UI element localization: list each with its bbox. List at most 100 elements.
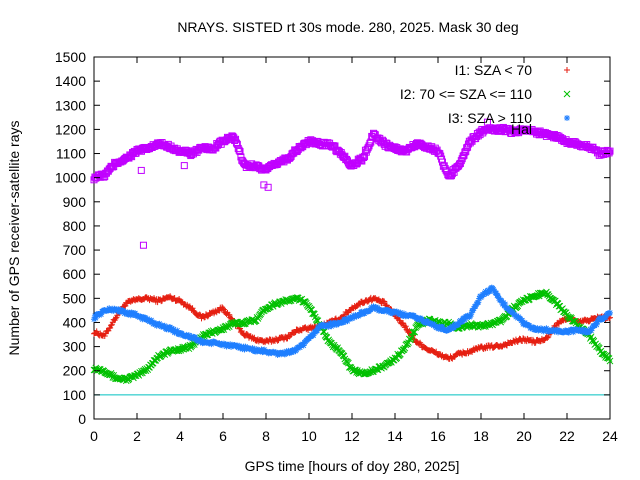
data-point <box>439 323 446 330</box>
data-point <box>579 328 586 335</box>
data-point <box>455 321 462 328</box>
y-tick-label: 300 <box>63 339 87 355</box>
series-4 <box>90 118 614 249</box>
x-tick-label: 6 <box>219 428 227 444</box>
data-point <box>436 150 444 158</box>
y-tick-label: 1100 <box>56 146 86 162</box>
y-tick-label: 600 <box>63 266 87 282</box>
data-point <box>98 311 105 318</box>
data-point <box>314 327 321 334</box>
data-point <box>588 327 595 334</box>
data-point <box>469 307 476 314</box>
y-tick-label: 900 <box>63 194 87 210</box>
data-point <box>402 323 409 330</box>
y-axis-title: Number of GPS receiver-satellite rays <box>6 121 22 356</box>
legend-marker <box>564 67 570 73</box>
y-tick-label: 1500 <box>55 49 86 65</box>
data-point <box>310 332 317 339</box>
data-point <box>607 309 613 316</box>
data-point <box>472 303 479 310</box>
data-point <box>228 343 235 350</box>
y-tick-label: 0 <box>78 411 86 427</box>
y-tick-label: 1300 <box>55 97 86 113</box>
y-tick-label: 200 <box>63 363 87 379</box>
data-point <box>519 317 526 324</box>
data-point <box>228 315 235 322</box>
data-point <box>365 142 373 150</box>
data-point <box>475 299 482 306</box>
y-tick-label: 500 <box>63 290 87 306</box>
data-point <box>225 323 233 330</box>
data-point <box>148 317 155 324</box>
data-point <box>589 325 596 332</box>
data-point <box>290 348 297 355</box>
data-point <box>238 344 245 351</box>
data-point <box>232 139 240 147</box>
data-point <box>108 321 115 328</box>
data-point <box>381 298 388 305</box>
data-point <box>467 313 474 320</box>
data-point <box>220 342 226 349</box>
x-tick-label: 20 <box>516 428 532 444</box>
y-tick-label: 400 <box>63 314 87 330</box>
data-point <box>112 315 119 322</box>
data-point <box>261 305 269 313</box>
data-point <box>226 311 233 318</box>
data-point <box>502 301 509 308</box>
data-point <box>156 320 163 327</box>
legend-label: I3: SZA > 110 <box>448 110 532 126</box>
data-point <box>291 329 298 336</box>
data-point <box>282 350 289 357</box>
data-point <box>433 348 440 355</box>
data-point <box>462 147 470 155</box>
legend-label: I2: 70 <= SZA <= 110 <box>400 86 532 102</box>
data-point <box>194 338 201 345</box>
data-marks <box>90 118 614 385</box>
data-point <box>274 337 281 344</box>
data-point-outlier <box>139 241 147 249</box>
data-point <box>227 341 234 348</box>
chart-title: NRAYS. SISTED rt 30s mode. 280, 2025. Ma… <box>177 19 518 35</box>
data-point <box>486 321 494 329</box>
data-point <box>232 135 240 143</box>
data-point <box>120 307 127 314</box>
data-point <box>416 316 423 323</box>
data-point <box>222 341 229 348</box>
data-point <box>235 146 243 154</box>
data-point <box>220 305 226 312</box>
data-point <box>593 321 600 328</box>
data-point <box>361 310 368 317</box>
data-point <box>144 315 151 322</box>
x-tick-label: 22 <box>559 428 575 444</box>
series-3 <box>91 284 613 358</box>
data-point <box>452 321 459 328</box>
data-point <box>309 310 316 317</box>
data-point <box>605 149 613 157</box>
data-point <box>300 342 307 349</box>
data-point <box>495 293 502 300</box>
data-point <box>185 332 192 339</box>
data-point <box>236 148 244 156</box>
data-point <box>565 329 572 336</box>
y-tick-label: 1200 <box>55 121 86 137</box>
y-tick-label: 800 <box>63 218 87 234</box>
data-point <box>192 334 199 341</box>
x-tick-label: 2 <box>133 428 141 444</box>
x-axis-title: GPS time [hours of doy 280, 2025] <box>245 458 460 474</box>
data-point <box>220 306 227 313</box>
y-tick-label: 1000 <box>55 170 86 186</box>
data-point <box>249 345 256 352</box>
data-point-outlier <box>260 181 268 189</box>
data-point <box>459 318 466 325</box>
data-point <box>189 305 196 312</box>
data-point <box>241 346 248 353</box>
legend-marker <box>563 90 571 98</box>
series-2 <box>90 288 614 385</box>
data-point <box>602 354 609 361</box>
legend-label: Hal <box>511 121 532 137</box>
data-point <box>92 315 99 322</box>
x-tick-label: 14 <box>387 428 403 444</box>
data-point <box>351 314 358 321</box>
data-point <box>107 324 114 331</box>
data-point <box>493 290 500 297</box>
